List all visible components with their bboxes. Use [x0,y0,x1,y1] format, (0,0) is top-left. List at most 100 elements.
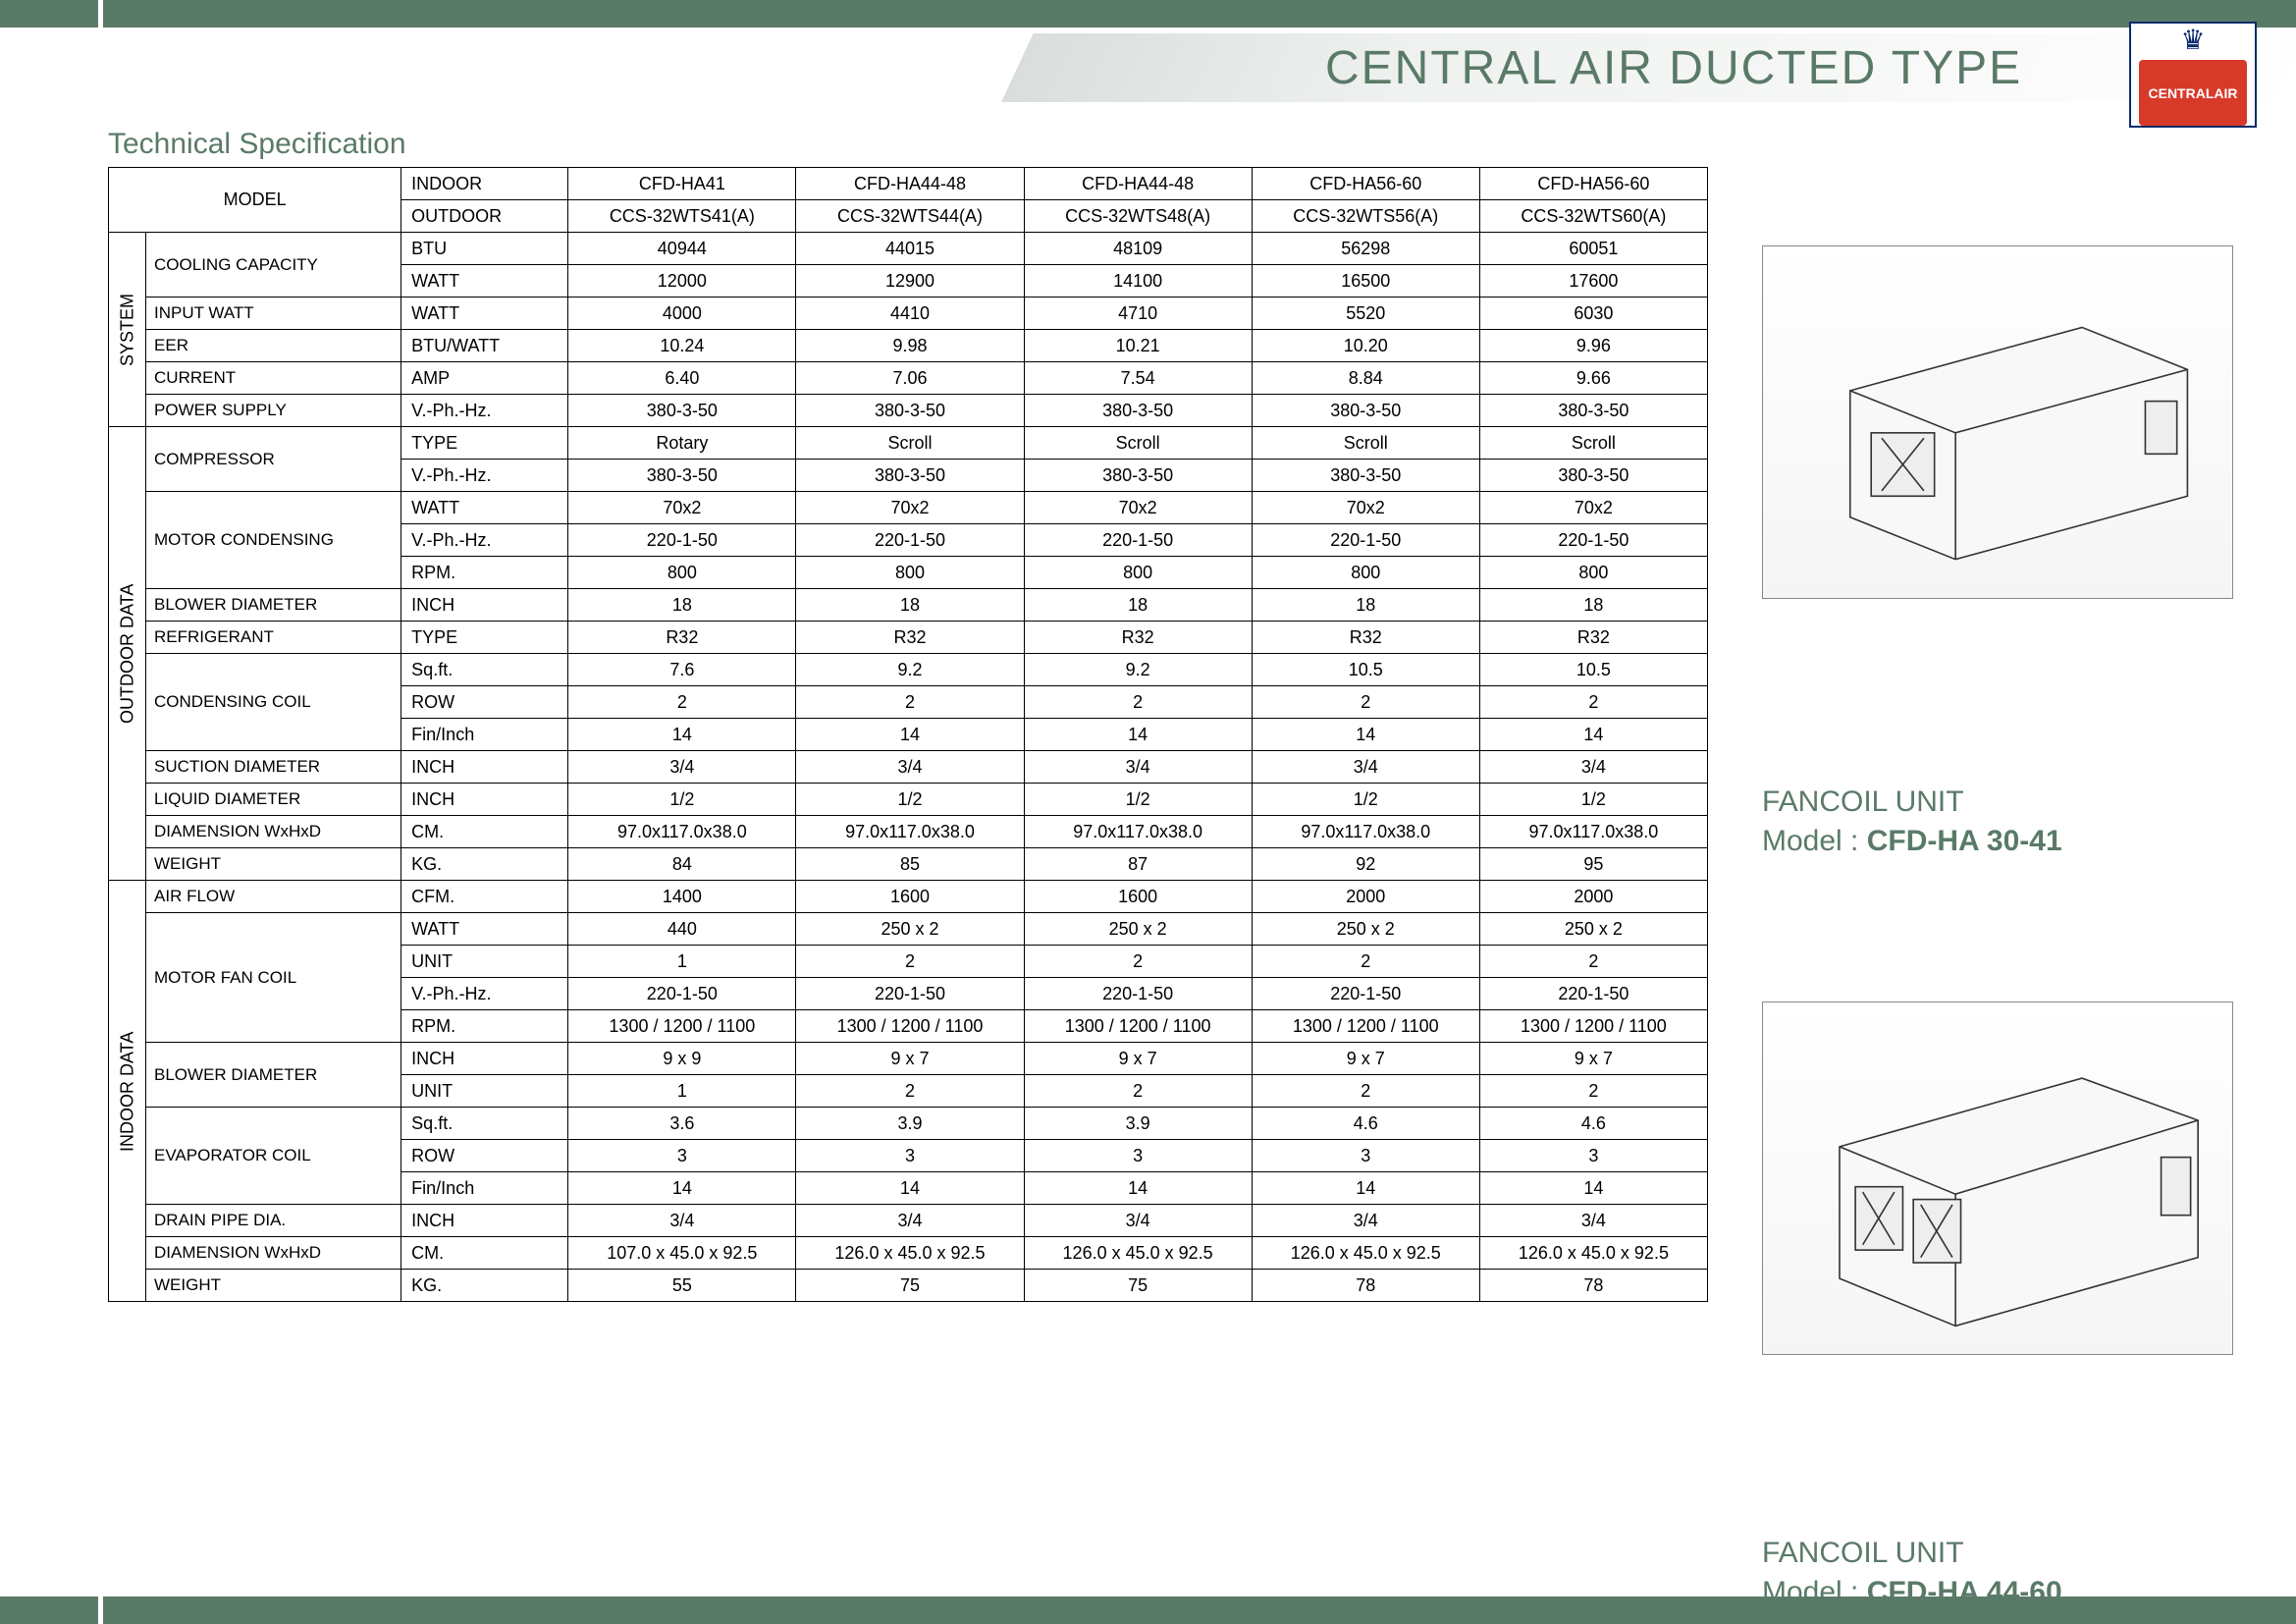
row-label: INPUT WATT [146,298,401,330]
row-unit: AMP [401,362,568,395]
row-unit: BTU/WATT [401,330,568,362]
cell: 14100 [1024,265,1252,298]
row-unit: UNIT [401,946,568,978]
indoor-model-0: CFD-HA41 [568,168,796,200]
cell: 9.2 [1024,654,1252,686]
cell: 800 [1479,557,1707,589]
caption-2-line1: FANCOIL UNIT [1762,1537,1964,1570]
cell: 250 x 2 [796,913,1024,946]
cell: 2 [796,686,1024,719]
decor-top-left [0,0,98,27]
row-unit: CFM. [401,881,568,913]
cell: 380-3-50 [796,460,1024,492]
cell: 1300 / 1200 / 1100 [568,1010,796,1043]
cell: 78 [1479,1270,1707,1302]
cell: 9.98 [796,330,1024,362]
row-label: DIAMENSION WxHxD [146,1237,401,1270]
cell: 107.0 x 45.0 x 92.5 [568,1237,796,1270]
row-label: MOTOR CONDENSING [146,492,401,589]
cell: 7.6 [568,654,796,686]
cell: 380-3-50 [1024,395,1252,427]
cell: 14 [1479,719,1707,751]
cell: 2 [568,686,796,719]
cell: 1300 / 1200 / 1100 [1024,1010,1252,1043]
row-label: WEIGHT [146,848,401,881]
cell: 2000 [1479,881,1707,913]
cell: 4710 [1024,298,1252,330]
row-label: CONDENSING COIL [146,654,401,751]
row-label: DIAMENSION WxHxD [146,816,401,848]
cell: 9 x 7 [1252,1043,1479,1075]
row-unit: WATT [401,298,568,330]
cell: 380-3-50 [1479,460,1707,492]
cell: 2 [1479,946,1707,978]
cell: 18 [1252,589,1479,622]
row-unit: V.-Ph.-Hz. [401,460,568,492]
cell: 9.2 [796,654,1024,686]
row-unit: UNIT [401,1075,568,1108]
row-unit: KG. [401,1270,568,1302]
cell: 126.0 x 45.0 x 92.5 [1252,1237,1479,1270]
cell: 6.40 [568,362,796,395]
header-outdoor-label: OUTDOOR [401,200,568,233]
group-system: SYSTEM [109,233,146,427]
outdoor-model-3: CCS-32WTS56(A) [1252,200,1479,233]
cell: 56298 [1252,233,1479,265]
row-unit: WATT [401,913,568,946]
cell: 3/4 [1252,1205,1479,1237]
row-unit: KG. [401,848,568,881]
row-unit: INCH [401,1043,568,1075]
cell: 78 [1252,1270,1479,1302]
cell: 2 [1252,946,1479,978]
row-label: SUCTION DIAMETER [146,751,401,784]
cell: 1/2 [568,784,796,816]
cell: 1 [568,1075,796,1108]
cell: 380-3-50 [796,395,1024,427]
header-model: MODEL [109,168,401,233]
row-unit: WATT [401,265,568,298]
cell: 14 [1252,719,1479,751]
cell: 1600 [796,881,1024,913]
cell: 14 [1024,719,1252,751]
cell: 70x2 [1252,492,1479,524]
cell: 220-1-50 [796,978,1024,1010]
row-unit: Sq.ft. [401,1108,568,1140]
cell: 9 x 7 [796,1043,1024,1075]
cell: 18 [1479,589,1707,622]
caption-1-prefix: Model : [1762,825,1867,857]
cell: 1/2 [796,784,1024,816]
crown-icon: ♛ [2180,24,2205,56]
row-unit: Sq.ft. [401,654,568,686]
row-unit: CM. [401,816,568,848]
cell: 97.0x117.0x38.0 [796,816,1024,848]
cell: R32 [568,622,796,654]
spec-table: MODELINDOORCFD-HA41CFD-HA44-48CFD-HA44-4… [108,167,1708,1302]
cell: 380-3-50 [568,395,796,427]
cell: 3/4 [1024,751,1252,784]
indoor-model-1: CFD-HA44-48 [796,168,1024,200]
caption-1-line2: Model : CFD-HA 30-41 [1762,825,2062,858]
cell: 2 [1024,946,1252,978]
row-label: BLOWER DIAMETER [146,1043,401,1108]
cell: 3 [1479,1140,1707,1172]
row-label: REFRIGERANT [146,622,401,654]
cell: 95 [1479,848,1707,881]
cell: 84 [568,848,796,881]
cell: 2 [1252,1075,1479,1108]
product-illustration-1 [1762,245,2233,599]
cell: 17600 [1479,265,1707,298]
cell: 97.0x117.0x38.0 [568,816,796,848]
cell: Scroll [1024,427,1252,460]
row-unit: TYPE [401,622,568,654]
cell: 220-1-50 [1024,524,1252,557]
cell: 2 [1252,686,1479,719]
cell: 55 [568,1270,796,1302]
cell: 75 [1024,1270,1252,1302]
cell: 800 [796,557,1024,589]
cell: 2 [1024,1075,1252,1108]
cell: 16500 [1252,265,1479,298]
cell: 2 [1024,686,1252,719]
row-unit: V.-Ph.-Hz. [401,978,568,1010]
group-outdoor-data: OUTDOOR DATA [109,427,146,881]
row-label: WEIGHT [146,1270,401,1302]
